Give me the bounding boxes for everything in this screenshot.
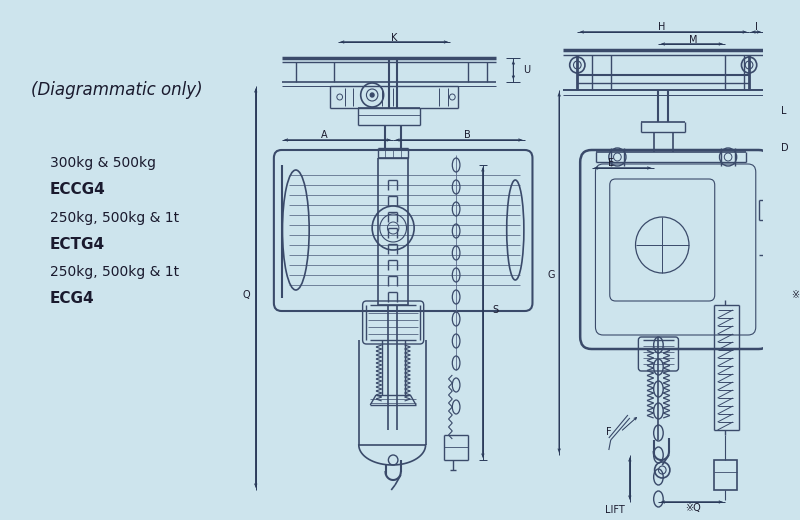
Text: B: B xyxy=(464,130,471,140)
Text: (Diagrammatic only): (Diagrammatic only) xyxy=(30,81,202,99)
Text: 300kg & 500kg: 300kg & 500kg xyxy=(50,156,156,170)
Text: LIFT: LIFT xyxy=(606,505,625,515)
Text: S: S xyxy=(492,305,498,315)
Text: Q: Q xyxy=(242,290,250,300)
Text: ECTG4: ECTG4 xyxy=(50,237,105,252)
Text: U: U xyxy=(523,65,530,75)
Text: ECCG4: ECCG4 xyxy=(50,182,106,197)
Circle shape xyxy=(370,93,374,97)
Text: G: G xyxy=(548,270,555,280)
Text: ECG4: ECG4 xyxy=(50,291,94,306)
Bar xyxy=(714,460,737,490)
Text: H: H xyxy=(658,22,665,32)
Text: L: L xyxy=(781,106,786,116)
Text: M: M xyxy=(689,35,697,45)
Text: K: K xyxy=(391,33,398,43)
Text: I: I xyxy=(755,22,758,32)
Text: D: D xyxy=(781,143,788,153)
Text: E: E xyxy=(608,158,614,168)
Text: A: A xyxy=(321,130,328,140)
Text: ※Q: ※Q xyxy=(685,503,701,513)
Text: F: F xyxy=(606,427,612,437)
Text: 250kg, 500kg & 1t: 250kg, 500kg & 1t xyxy=(50,265,178,279)
Text: ※P: ※P xyxy=(791,290,800,300)
Text: 250kg, 500kg & 1t: 250kg, 500kg & 1t xyxy=(50,211,178,225)
